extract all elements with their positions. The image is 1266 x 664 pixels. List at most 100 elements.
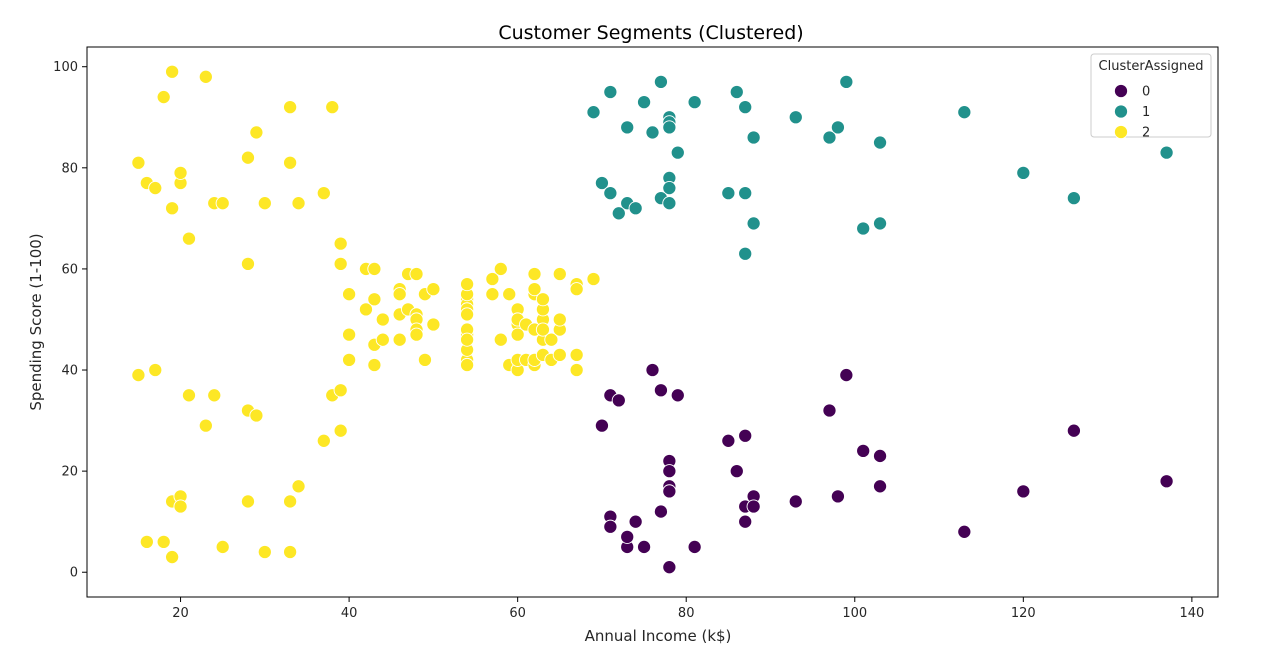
data-point [873,448,888,464]
data-point [662,464,677,479]
data-point [527,282,542,297]
data-point [721,433,736,448]
data-point [409,266,424,282]
data-point [645,125,660,140]
x-tick-label: 40 [341,606,358,621]
data-point [535,292,550,307]
data-point [738,428,753,443]
data-point [375,332,390,347]
data-point [502,287,517,302]
data-point [367,261,382,276]
legend-marker [1113,104,1129,119]
data-point [611,206,626,221]
data-point [645,362,660,378]
data-point [409,327,424,342]
data-point [552,312,567,327]
data-point [721,186,736,201]
data-point [342,327,357,342]
data-point [873,135,888,150]
data-point [257,544,272,560]
data-point [207,388,222,403]
data-point [653,74,668,89]
data-point [131,368,146,383]
data-point [738,100,753,115]
data-point [746,499,761,514]
data-point [822,403,837,418]
data-point [156,534,171,549]
series-1 [586,74,1174,261]
data-point [240,150,256,165]
data-point [333,256,348,271]
legend-entry-label: 2 [1142,126,1150,141]
data-point [670,388,685,403]
data-point [342,287,357,302]
data-point [460,357,475,373]
plot-frame [86,46,1219,598]
data-point [156,90,171,105]
data-point [535,322,550,337]
x-tick-label: 80 [678,606,695,621]
data-point [594,418,609,433]
data-point [662,560,677,575]
data-point [198,418,213,433]
data-point [333,383,348,398]
legend-entry-label: 1 [1142,105,1150,120]
data-point [173,499,188,514]
data-point [662,484,677,499]
data-point [628,201,643,216]
data-point [316,186,331,201]
data-point [333,423,348,438]
legend-marker [1113,83,1129,99]
data-point [839,368,854,383]
data-point [637,539,652,555]
data-point [738,514,753,529]
data-point [375,312,390,327]
data-point [729,84,744,100]
data-point [1066,423,1081,438]
data-point [181,231,197,246]
data-point [788,494,803,509]
data-point [662,180,677,196]
data-point [173,165,188,180]
data-point [358,302,374,317]
data-point [342,352,357,367]
data-point [746,216,761,231]
data-point [586,271,601,287]
y-tick-label: 20 [61,465,78,480]
data-point [426,317,441,332]
data-point [839,74,854,89]
data-point [283,100,298,115]
series-0 [594,362,1174,575]
data-point [181,388,197,403]
data-point [594,175,609,191]
series-2 [131,64,601,565]
data-point [392,332,407,347]
data-point [283,494,298,509]
data-point [603,84,618,100]
data-point [527,266,542,282]
data-point [662,196,677,211]
data-point [569,362,584,378]
data-point [687,95,702,110]
data-point [493,332,508,347]
data-point [325,100,340,115]
data-point [788,110,803,125]
data-point [1066,191,1081,206]
data-point [257,196,272,211]
data-point [1159,474,1174,489]
x-tick-label: 100 [842,606,867,621]
data-point [426,282,441,297]
data-point [316,433,331,448]
data-point [291,196,306,211]
y-tick-label: 40 [61,364,78,379]
data-point [569,347,584,362]
data-point [856,443,871,458]
x-tick-label: 140 [1179,606,1204,621]
data-point [1159,145,1174,160]
data-point [392,287,407,302]
data-point [611,393,626,408]
data-point [240,256,256,271]
data-point [148,362,163,378]
